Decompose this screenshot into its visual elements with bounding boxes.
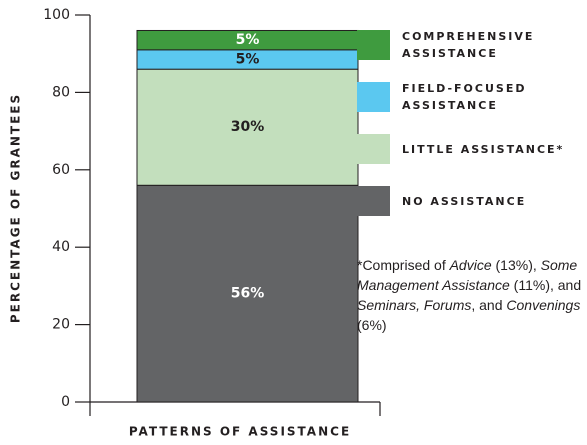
legend-label: FIELD-FOCUSED ASSISTANCE	[402, 82, 527, 112]
footnote-part: Seminars, Forums	[357, 297, 472, 313]
footnote-part: Some Management Assistance	[357, 257, 578, 293]
legend-swatch	[357, 82, 390, 112]
y-axis-title: PERCENTAGE OF GRANTEES	[9, 93, 23, 323]
legend: COMPREHENSIVE ASSISTANCE FIELD-FOCUSED AS…	[357, 27, 587, 235]
legend-item: FIELD-FOCUSED ASSISTANCE	[357, 79, 587, 115]
value-label: 56%	[231, 286, 265, 302]
footnote-part: *Comprised of	[357, 257, 450, 273]
legend-swatch	[357, 30, 390, 60]
footnote-part: (11%), and	[509, 277, 582, 293]
legend-item: NO ASSISTANCE	[357, 183, 587, 219]
y-tick-label: 60	[52, 162, 70, 178]
y-tick-label: 80	[52, 84, 70, 100]
footnote-part: Convenings	[506, 297, 581, 313]
legend-item: LITTLE ASSISTANCE*	[357, 131, 587, 167]
footnote-part: (6%)	[357, 317, 387, 333]
legend-label: NO ASSISTANCE	[402, 194, 527, 208]
legend-item: COMPREHENSIVE ASSISTANCE	[357, 27, 587, 63]
legend-swatch	[357, 186, 390, 216]
value-label: 5%	[236, 52, 260, 68]
footnote-part: (13%),	[491, 257, 541, 273]
footnote: *Comprised of Advice (13%), Some Managem…	[357, 255, 587, 335]
footnote-part: , and	[471, 297, 507, 313]
footnote-part: Advice	[449, 257, 492, 273]
value-label: 5%	[236, 32, 260, 48]
value-label: 30%	[231, 119, 265, 135]
y-tick-label: 20	[52, 317, 70, 333]
y-tick-label: 0	[61, 394, 70, 410]
bar-segment	[136, 184, 359, 403]
y-tick-label: 100	[43, 7, 70, 23]
legend-label: COMPREHENSIVE ASSISTANCE	[402, 30, 535, 60]
bar-segment	[136, 68, 359, 186]
legend-swatch	[357, 134, 390, 164]
x-axis-title: PATTERNS OF ASSISTANCE	[129, 425, 351, 439]
legend-label: LITTLE ASSISTANCE*	[402, 142, 565, 156]
y-tick-label: 40	[52, 239, 70, 255]
